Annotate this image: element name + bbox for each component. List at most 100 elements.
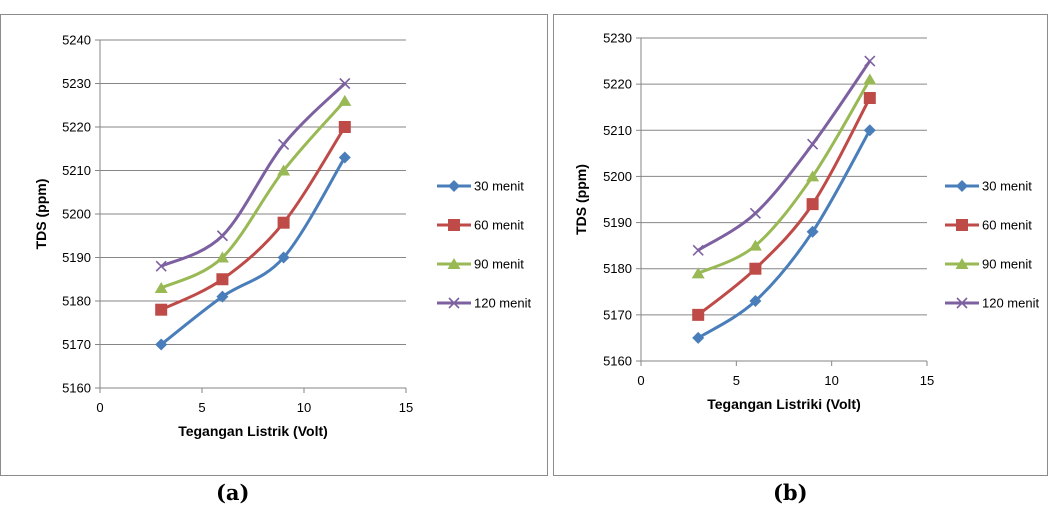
chart-a-x-axis-label: Tegangan Listrik (Volt) (178, 423, 328, 439)
chart-b-data-point-90-menit (806, 170, 820, 182)
chart-b-y-tick-label: 5200 (603, 169, 632, 184)
chart-b-data-point-30-menit (806, 225, 819, 238)
chart-a-x-tick-label: 10 (297, 400, 311, 415)
chart-a-legend-marker-120-menit (448, 297, 460, 309)
chart-a-y-tick-label: 5240 (62, 33, 91, 48)
chart-b-series-120-menit (692, 55, 876, 256)
chart-a-y-tick-label: 5170 (62, 337, 91, 352)
chart-b-y-tick-label: 5220 (603, 77, 632, 92)
chart-a-series-90-menit (154, 94, 352, 293)
chart-a-data-point-60-menit (338, 121, 351, 133)
chart-b-series-line-30-menit (697, 129, 872, 340)
chart-a-series-30-menit (155, 151, 351, 351)
chart-a-data-point-120-menit (216, 230, 228, 242)
chart-b-series-line-60-menit (697, 97, 872, 317)
chart-a-data-point-90-menit (277, 164, 291, 176)
chart-a-series-line-120-menit (160, 82, 346, 268)
chart-b-series-90-menit (691, 73, 877, 279)
chart-a-series-line-90-menit (160, 99, 346, 290)
chart-a-y-tick-label: 5200 (62, 207, 91, 222)
chart-a-legend-label-90-menit: 90 menit (474, 257, 524, 272)
chart-a-y-axis-label: TDS (ppm) (33, 179, 49, 250)
chart-b-legend-marker-120-menit (956, 297, 968, 309)
chart-a-y-tick-label: 5180 (62, 294, 91, 309)
chart-b-data-point-120-menit (749, 207, 761, 219)
chart-b-series-30-menit (692, 124, 876, 344)
chart-b-y-tick-label: 5170 (603, 307, 632, 322)
chart-a-data-point-90-menit (154, 281, 168, 293)
chart-b-data-point-60-menit (806, 198, 819, 211)
chart-b-y-tick-label: 5160 (603, 354, 632, 369)
chart-b-legend-label-120-menit: 120 menit (982, 296, 1039, 311)
chart-a-data-point-60-menit (277, 216, 290, 229)
chart-b-data-point-30-menit (749, 295, 762, 308)
chart-a-data-point-30-menit (277, 251, 290, 264)
chart-a-data-point-60-menit (155, 303, 168, 316)
chart-b-data-point-60-menit (692, 308, 705, 321)
chart-a-x-tick-label: 15 (399, 400, 413, 415)
caption-b: (b) (773, 480, 808, 505)
chart-b-legend-label-60-menit: 60 menit (982, 218, 1032, 233)
chart-b-data-point-30-menit (863, 124, 876, 137)
chart-a-y-tick-label: 5230 (62, 76, 91, 91)
chart-b-data-point-120-menit (864, 55, 876, 67)
chart-a-data-point-30-menit (216, 290, 229, 303)
chart-a-data-point-90-menit (338, 94, 352, 106)
chart-b-y-tick-label: 5180 (603, 261, 632, 276)
chart-b-x-tick-label: 10 (824, 373, 838, 388)
chart-a-legend-marker-60-menit (448, 219, 460, 231)
chart-b-series-line-120-menit (697, 60, 872, 252)
chart-a-x-tick-label: 0 (96, 400, 103, 415)
chart-a-legend-marker-90-menit (447, 258, 461, 269)
chart-b-svg: 5160 5170 5180 5190 5200 5210 5220 5230 0 5 10 15 Te… (553, 14, 1048, 476)
chart-a-legend-label-120-menit: 120 menit (474, 296, 531, 311)
chart-b-y-tick-label: 5190 (603, 215, 632, 230)
chart-b-data-point-90-menit (863, 73, 877, 85)
chart-b-data-point-90-menit (691, 267, 705, 279)
chart-a-series-120-menit (155, 77, 351, 272)
chart-a-y-tick-label: 5210 (62, 163, 91, 178)
chart-b-legend-marker-90-menit (955, 258, 969, 269)
chart-b-data-point-90-menit (748, 239, 762, 251)
chart-a-data-point-90-menit (215, 251, 229, 263)
chart-b-legend-label-30-menit: 30 menit (982, 179, 1032, 194)
chart-a-legend-label-30-menit: 30 menit (474, 179, 524, 194)
chart-b-data-point-30-menit (692, 331, 705, 344)
chart-a-legend-label-60-menit: 60 menit (474, 218, 524, 233)
chart-a-series-60-menit (155, 121, 351, 316)
chart-b-data-point-60-menit (863, 91, 876, 104)
chart-b-x-axis-label: Tegangan Listriki (Volt) (707, 396, 861, 412)
chart-b-legend-marker-60-menit (956, 219, 968, 231)
chart-a-series-line-30-menit (160, 156, 347, 346)
chart-b-y-tick-label: 5210 (603, 123, 632, 138)
chart-a-y-tick-label: 5220 (62, 120, 91, 135)
chart-a-data-point-30-menit (338, 151, 351, 164)
chart-panel-b: 5160 5170 5180 5190 5200 5210 5220 5230 0 5 10 15 Te… (553, 0, 1048, 476)
chart-b-series-60-menit (692, 91, 876, 321)
caption-a: (a) (216, 480, 250, 505)
chart-a-y-tick-label: 5160 (62, 381, 91, 396)
chart-b-y-axis-label: TDS (ppm) (573, 164, 589, 235)
chart-a-data-point-120-menit (278, 138, 290, 150)
chart-b-legend-marker-30-menit (956, 180, 968, 192)
chart-b-data-point-120-menit (807, 138, 819, 150)
chart-a-chart-border (0, 14, 548, 476)
chart-b-chart-border (553, 14, 1048, 476)
chart-b-x-tick-label: 15 (920, 373, 934, 388)
chart-a-svg: 5160 5170 5180 5190 5200 5210 5220 5230 5240 0 5 10… (0, 14, 548, 476)
chart-a-data-point-120-menit (339, 77, 351, 90)
chart-panel-a: 5160 5170 5180 5190 5200 5210 5220 5230 5240 0 5 10… (0, 0, 548, 476)
chart-a-x-tick-label: 5 (198, 400, 205, 415)
chart-b-data-point-120-menit (692, 244, 704, 256)
chart-b-y-tick-label: 5230 (603, 31, 632, 46)
chart-b-x-tick-label: 5 (733, 373, 740, 388)
chart-a-data-point-30-menit (155, 338, 168, 351)
chart-a-legend-marker-30-menit (448, 180, 460, 192)
chart-b-x-tick-label: 0 (637, 373, 644, 388)
chart-b-series-line-90-menit (697, 78, 872, 275)
chart-a-data-point-60-menit (216, 273, 229, 286)
chart-a-data-point-120-menit (155, 260, 167, 272)
chart-b-legend-label-90-menit: 90 menit (982, 257, 1032, 272)
chart-b-data-point-60-menit (749, 262, 762, 275)
chart-a-series-line-60-menit (160, 126, 347, 312)
